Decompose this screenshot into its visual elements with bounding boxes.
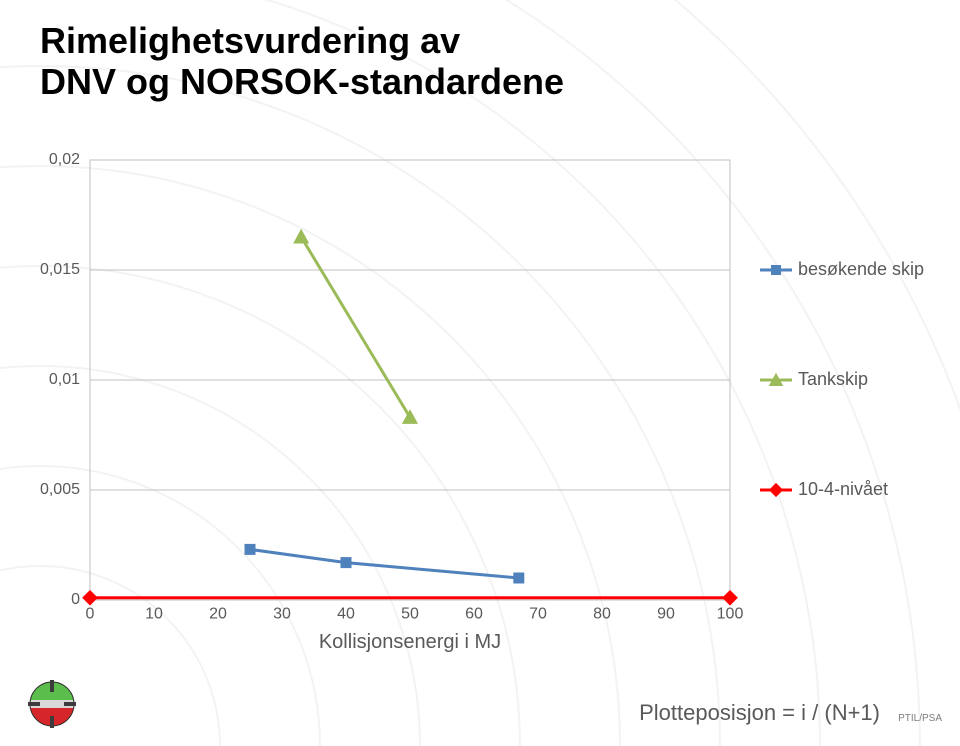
slide: Rimelighetsvurdering av DNV og NORSOK-st… <box>0 0 960 746</box>
x-tick-label: 90 <box>657 605 675 622</box>
x-axis-title: Kollisjonsenergi i MJ <box>319 631 501 653</box>
marker-triangle <box>294 230 308 243</box>
series-line-beskjende_skip <box>250 549 519 578</box>
legend-marker <box>769 483 783 497</box>
y-tick-label: 0 <box>71 591 80 608</box>
x-tick-label: 70 <box>529 605 547 622</box>
chart: 0 0,005 0,01 0,015 0,02 0 10 20 30 40 50 60 70 80 90 10… <box>20 150 940 670</box>
title-line1: Rimelighetsvurdering av <box>40 20 460 61</box>
chart-svg: 0 0,005 0,01 0,015 0,02 0 10 20 30 40 50 60 70 80 90 10… <box>20 150 940 670</box>
corner-logo <box>24 680 80 736</box>
x-tick-label: 0 <box>86 605 95 622</box>
y-tick-label: 0,005 <box>40 481 80 498</box>
title-line2: DNV og NORSOK-standardene <box>40 61 564 102</box>
x-tick-label: 50 <box>401 605 419 622</box>
legend-label: besøkende skip <box>798 259 924 279</box>
legend-label: 10-4-nivået <box>798 479 888 499</box>
marker-square <box>245 544 255 554</box>
marker-triangle <box>403 410 417 423</box>
series-line-tankskip <box>301 237 410 417</box>
marker-square <box>514 573 524 583</box>
legend-label: Tankskip <box>798 369 868 389</box>
x-tick-label: 30 <box>273 605 291 622</box>
x-tick-label: 100 <box>717 605 744 622</box>
y-tick-label: 0,01 <box>49 371 80 388</box>
x-tick-label: 40 <box>337 605 355 622</box>
attribution: PTIL/PSA <box>898 713 942 724</box>
x-tick-label: 10 <box>145 605 163 622</box>
y-tick-label: 0,02 <box>49 151 80 168</box>
page-title: Rimelighetsvurdering av DNV og NORSOK-st… <box>40 20 564 103</box>
x-tick-label: 60 <box>465 605 483 622</box>
x-tick-label: 80 <box>593 605 611 622</box>
marker-square <box>341 558 351 568</box>
y-tick-label: 0,015 <box>40 261 80 278</box>
marker-diamond <box>83 591 97 605</box>
marker-diamond <box>723 591 737 605</box>
caption: Plotteposisjon = i / (N+1) <box>639 700 880 726</box>
legend-marker <box>771 265 781 275</box>
x-tick-label: 20 <box>209 605 227 622</box>
